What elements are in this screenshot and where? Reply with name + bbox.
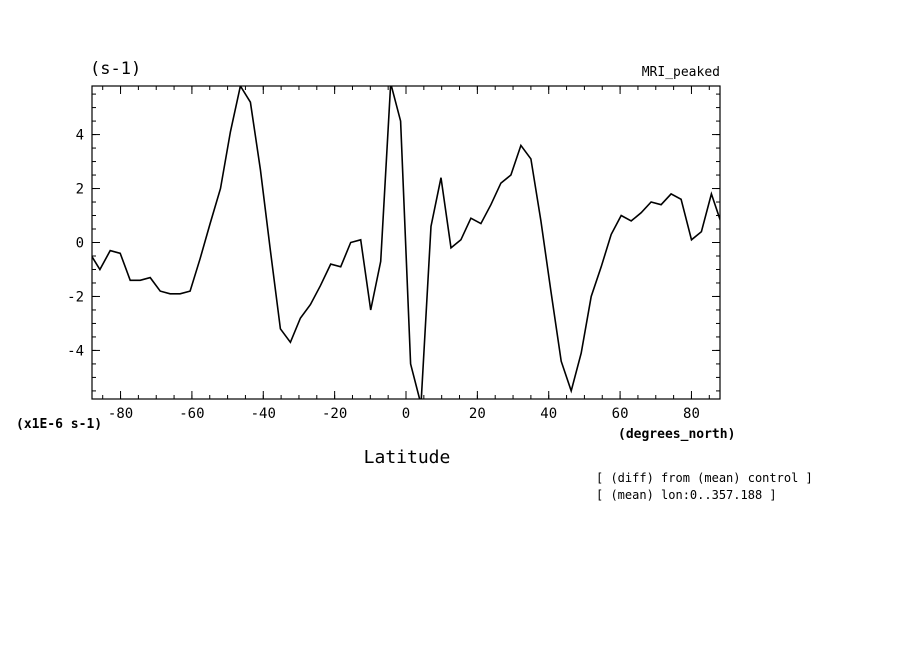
y-tick-label: 0 (76, 236, 84, 252)
unit-label: (s-1) (90, 59, 141, 79)
x-tick-label: 40 (540, 406, 557, 422)
x-tick-label: 80 (683, 406, 700, 422)
x-tick-label: 20 (469, 406, 486, 422)
x-axis-label: Latitude (364, 447, 451, 468)
x-tick-label: 0 (402, 406, 410, 422)
y-tick-label: -4 (67, 343, 84, 359)
x-tick-label: -40 (251, 406, 276, 422)
x-tick-label: -80 (108, 406, 133, 422)
tick-marks (92, 86, 720, 399)
chart-title-right: MRI_peaked (642, 65, 720, 80)
note-line-2: [ (mean) lon:0..357.188 ] (596, 488, 777, 502)
note-line-1: [ (diff) from (mean) control ] (596, 471, 813, 485)
y-tick-label: 4 (76, 128, 84, 144)
scale-label: (x1E-6 s-1) (16, 417, 102, 432)
y-tick-label: 2 (76, 182, 84, 198)
y-tick-label: -2 (67, 289, 84, 305)
series-line (92, 86, 720, 399)
x-unit-label: (degrees_north) (618, 427, 735, 442)
x-tick-label: -20 (322, 406, 347, 422)
x-tick-label: -60 (179, 406, 204, 422)
x-tick-label: 60 (612, 406, 629, 422)
